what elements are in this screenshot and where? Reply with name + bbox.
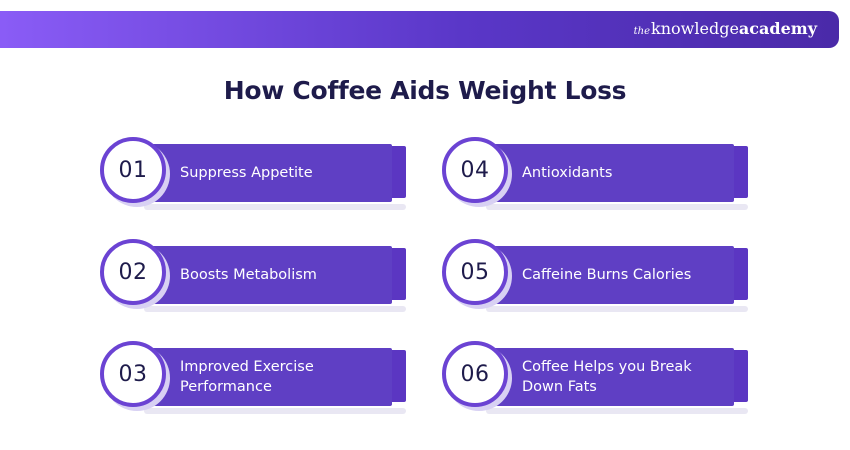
- card-shadow: [486, 408, 748, 414]
- number-circle: 01: [100, 137, 166, 203]
- item-card-04: 04 Antioxidants: [442, 137, 752, 212]
- number-circle: 05: [442, 239, 508, 305]
- brand-prefix: the: [633, 26, 651, 37]
- brand-name: knowledge: [651, 19, 739, 38]
- item-number: 05: [460, 259, 490, 285]
- item-card-02: 02 Boosts Metabolism: [100, 239, 410, 314]
- card-shadow: [144, 306, 406, 312]
- card-shadow: [144, 204, 406, 210]
- card-bar: [140, 348, 392, 406]
- page-title: How Coffee Aids Weight Loss: [223, 76, 627, 105]
- brand-suffix: academy: [738, 19, 817, 38]
- header-banner: theknowledgeacademy: [0, 11, 839, 48]
- card-bar: [482, 246, 734, 304]
- brand-logo: theknowledgeacademy: [634, 19, 817, 38]
- number-circle: 04: [442, 137, 508, 203]
- number-circle: 06: [442, 341, 508, 407]
- card-shadow: [486, 306, 748, 312]
- number-circle: 03: [100, 341, 166, 407]
- item-number: 04: [460, 157, 490, 183]
- item-number: 01: [118, 157, 148, 183]
- item-label: Coffee Helps you Break Down Fats: [522, 359, 692, 395]
- card-shadow: [144, 408, 406, 414]
- item-card-05: 05 Caffeine Burns Calories: [442, 239, 752, 314]
- item-number: 03: [118, 361, 148, 387]
- item-card-03: 03 Improved Exercise Performance: [100, 341, 410, 416]
- item-label: Boosts Metabolism: [180, 267, 317, 283]
- item-label: Caffeine Burns Calories: [522, 267, 692, 283]
- item-label: Suppress Appetite: [180, 165, 313, 181]
- item-card-01: 01 Suppress Appetite: [100, 137, 410, 212]
- item-number: 06: [460, 361, 490, 387]
- item-label: Improved Exercise Performance: [180, 359, 314, 395]
- card-shadow: [486, 204, 748, 210]
- item-number: 02: [118, 259, 148, 285]
- card-bar: [140, 144, 392, 202]
- card-bar: [482, 348, 734, 406]
- card-bar: [140, 246, 392, 304]
- card-bar: [482, 144, 734, 202]
- item-label: Antioxidants: [522, 165, 613, 181]
- number-circle: 02: [100, 239, 166, 305]
- item-card-06: 06 Coffee Helps you Break Down Fats: [442, 341, 752, 416]
